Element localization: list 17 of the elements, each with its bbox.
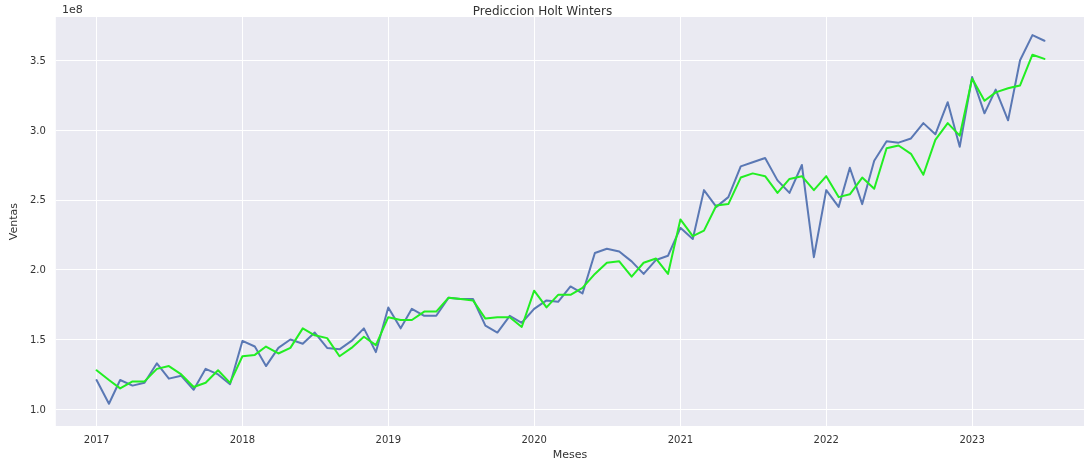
x-tick-label: 2020 — [521, 433, 547, 445]
x-tick-label: 2021 — [667, 433, 694, 445]
chart-title: Prediccion Holt Winters — [472, 4, 613, 18]
y-tick-label: 1.0 — [29, 403, 46, 415]
x-tick-label: 2022 — [813, 433, 839, 445]
text: 1e8 — [62, 3, 83, 16]
x-tick-label: 2023 — [959, 433, 985, 445]
y-tick-label: 3.0 — [29, 124, 46, 136]
y-tick-label: 3.5 — [29, 54, 46, 66]
y-tick-label: 2.5 — [29, 194, 46, 206]
y-tick-label: 2.0 — [29, 264, 46, 276]
x-axis-title: Meses — [552, 448, 588, 461]
y-tick-label: 1.5 — [29, 334, 46, 346]
x-tick-label: 2018 — [229, 433, 256, 445]
x-tick-label: 2019 — [375, 433, 402, 445]
y-axis-title: Ventas — [7, 202, 20, 241]
x-tick-label: 2017 — [83, 433, 110, 445]
